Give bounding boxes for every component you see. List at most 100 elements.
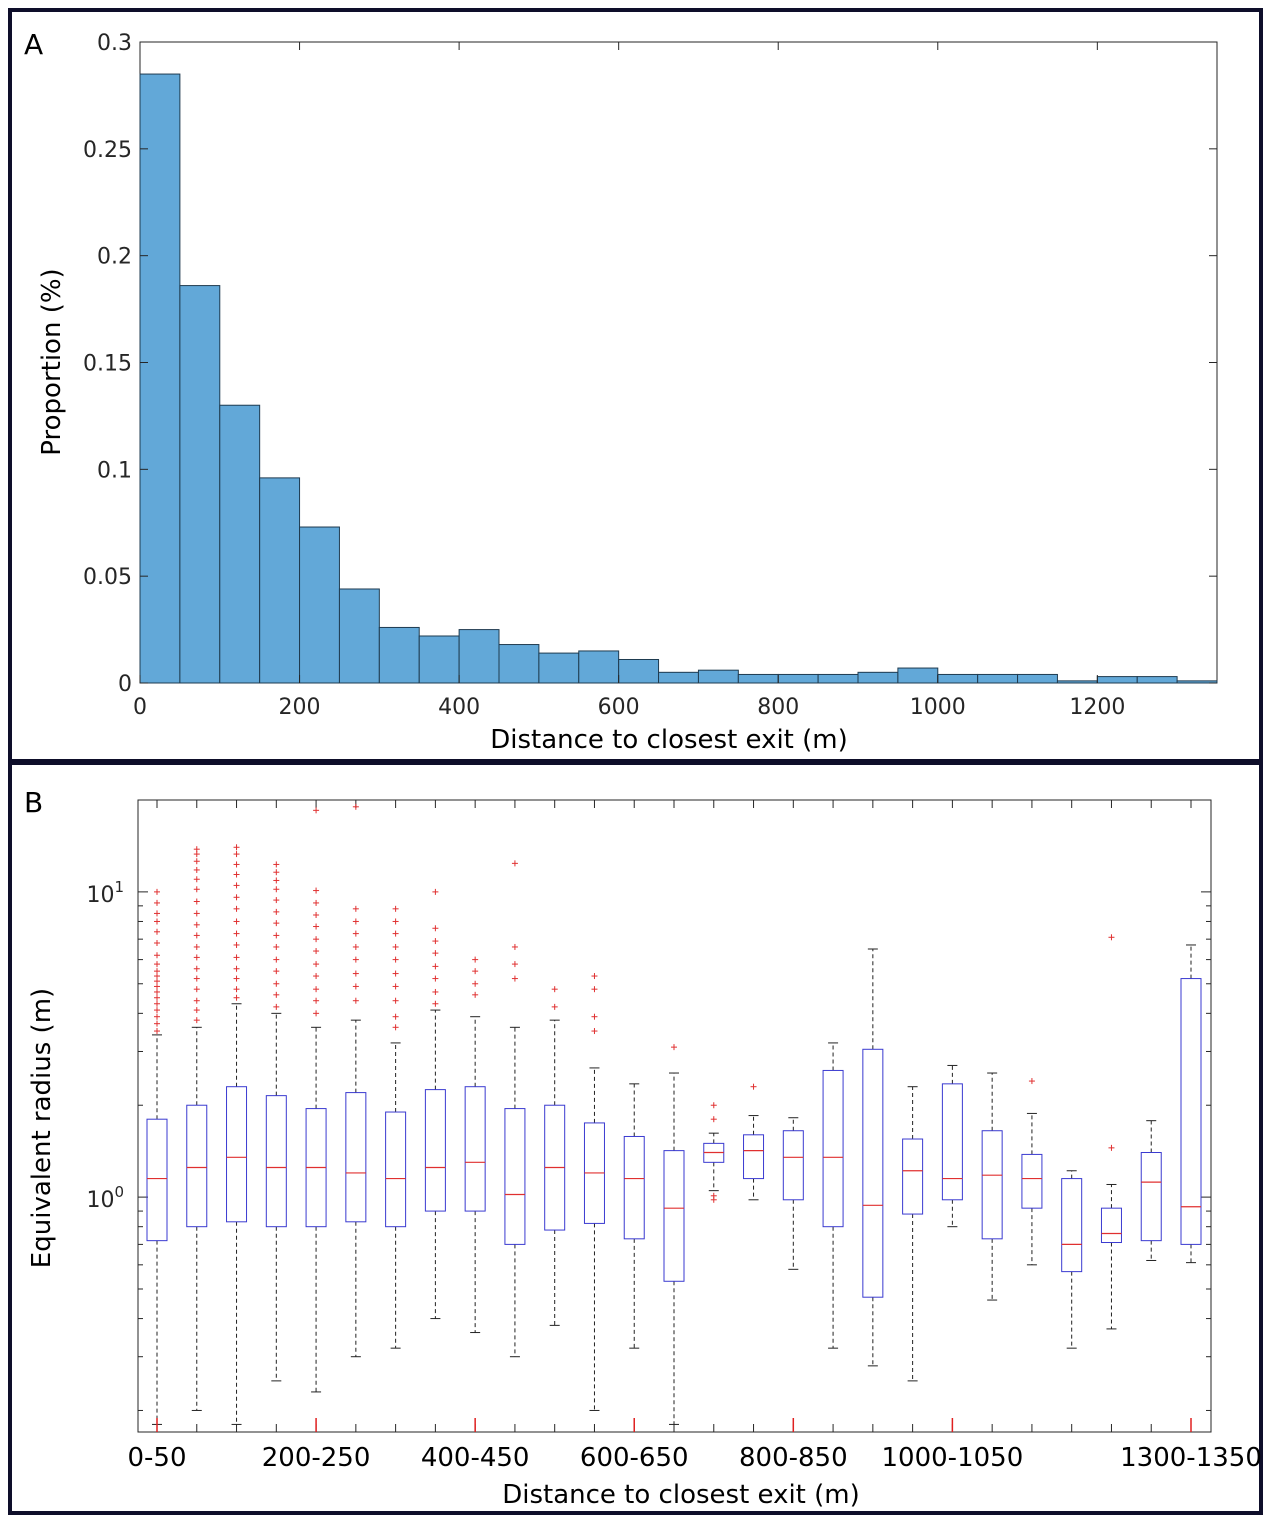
hist-x-ticks: 0 200 400 600 800 1000 1200 — [133, 42, 1125, 720]
outlier-marker — [352, 983, 359, 990]
box-x-tick-label: 400-450 — [421, 1443, 530, 1473]
outlier-marker — [273, 980, 280, 987]
hist-bar — [1176, 680, 1218, 684]
hist-bar — [538, 652, 580, 684]
outlier-marker — [511, 860, 518, 867]
box-plot — [305, 807, 327, 1393]
hist-bar — [618, 658, 660, 684]
iqr-box — [902, 1138, 924, 1215]
outlier-marker — [193, 886, 200, 893]
hist-bar — [458, 629, 500, 684]
iqr-box — [226, 1086, 248, 1223]
box-y-tick-label: 100 — [86, 1183, 124, 1213]
outlier-marker — [193, 910, 200, 917]
box-plot — [345, 803, 367, 1358]
tick-exponent: 0 — [114, 1183, 124, 1201]
outlier-marker — [313, 807, 320, 814]
box-x-label: Distance to closest exit (m) — [502, 1480, 860, 1510]
box-plot — [504, 860, 526, 1358]
hist-y-tick-label: 0.2 — [97, 245, 132, 270]
outlier-marker — [352, 970, 359, 977]
iqr-box — [1100, 1207, 1122, 1244]
iqr-box — [981, 1130, 1003, 1240]
tick-base: 10 — [86, 1188, 114, 1213]
outlier-marker — [352, 956, 359, 963]
outlier-marker — [273, 861, 280, 868]
outlier-marker — [551, 1003, 558, 1010]
box-plot — [1061, 1170, 1083, 1349]
outlier-marker — [233, 930, 240, 937]
outlier-marker — [392, 970, 399, 977]
outlier-marker — [432, 888, 439, 895]
box-x-tick-label: 1300-1350 — [1120, 1443, 1262, 1473]
box-plot — [782, 1117, 804, 1270]
outlier-marker — [273, 877, 280, 884]
box-plot — [941, 1064, 963, 1228]
outlier-marker — [313, 986, 320, 993]
hist-bar — [299, 526, 340, 684]
outlier-marker — [193, 986, 200, 993]
outlier-marker — [1108, 934, 1115, 941]
outlier-marker — [273, 991, 280, 998]
hist-y-tick-label: 0.25 — [83, 138, 132, 163]
outlier-marker — [472, 968, 479, 975]
hist-x-tick-label: 200 — [279, 695, 321, 720]
hist-y-tick-label: 0.3 — [97, 31, 132, 56]
hist-bar — [1096, 676, 1138, 684]
outlier-marker — [352, 918, 359, 925]
outlier-marker — [233, 986, 240, 993]
outlier-marker — [1028, 1078, 1035, 1085]
outlier-marker — [273, 920, 280, 927]
outlier-marker — [591, 973, 598, 980]
outlier-marker — [432, 963, 439, 970]
outlier-marker — [193, 921, 200, 928]
outlier-marker — [193, 858, 200, 865]
outlier-marker — [233, 871, 240, 878]
outlier-marker — [273, 908, 280, 915]
box-plots — [146, 803, 1202, 1425]
hist-bar — [219, 404, 261, 684]
outlier-marker — [392, 997, 399, 1004]
outlier-marker — [313, 997, 320, 1004]
outlier-marker — [313, 973, 320, 980]
hist-bar — [817, 673, 859, 684]
hist-bar — [418, 635, 460, 684]
outlier-marker — [273, 956, 280, 963]
box-x-tick-label: 800-850 — [739, 1443, 848, 1473]
outlier-marker — [313, 911, 320, 918]
outlier-marker — [551, 986, 558, 993]
outlier-marker — [352, 803, 359, 810]
outlier-marker — [432, 938, 439, 945]
hist-bar — [658, 671, 699, 684]
outlier-marker — [313, 961, 320, 968]
iqr-box — [1140, 1152, 1162, 1242]
iqr-box — [822, 1069, 844, 1228]
hist-y-tick-label: 0.05 — [83, 565, 132, 590]
hist-bar — [1056, 680, 1098, 684]
outlier-marker — [154, 1020, 160, 1027]
iqr-box — [504, 1108, 526, 1245]
box-axes — [137, 799, 1212, 1433]
outlier-marker — [392, 1013, 399, 1020]
hist-bar — [897, 667, 939, 684]
outlier-marker — [392, 918, 399, 925]
outlier-marker — [193, 866, 200, 873]
iqr-box — [1180, 978, 1202, 1245]
box-y-tick-label: 101 — [86, 878, 124, 908]
outlier-marker — [193, 975, 200, 982]
box-plot — [822, 1042, 844, 1349]
hist-x-tick-label: 1000 — [910, 695, 966, 720]
box-minor-ticks — [138, 799, 1211, 1432]
panel-b-letter: B — [24, 786, 43, 819]
tick-exponent: 1 — [114, 878, 124, 896]
outlier-marker — [313, 923, 320, 930]
outlier-marker — [193, 943, 200, 950]
iqr-box — [1061, 1178, 1083, 1273]
outlier-marker — [193, 932, 200, 939]
box-x-tick-label: 1000-1050 — [882, 1443, 1024, 1473]
outlier-marker — [472, 956, 479, 963]
hist-bar — [179, 285, 221, 684]
panel-b-border — [8, 761, 1263, 1515]
box-plot — [265, 861, 287, 1382]
hist-bar — [1017, 673, 1058, 684]
